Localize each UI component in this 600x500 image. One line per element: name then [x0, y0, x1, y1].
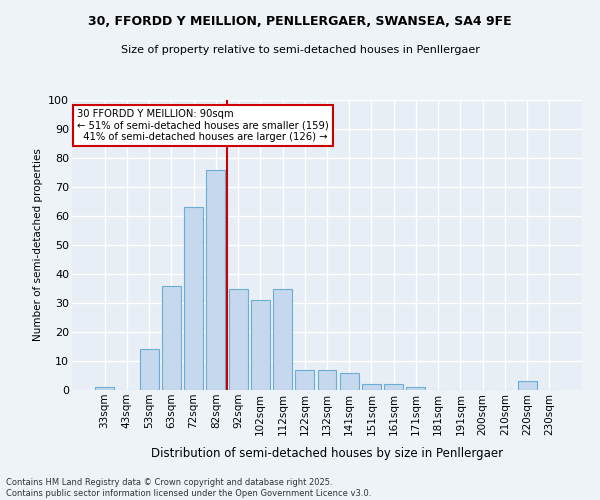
Text: Distribution of semi-detached houses by size in Penllergaer: Distribution of semi-detached houses by … [151, 448, 503, 460]
Bar [95, 387, 114, 390]
Y-axis label: Number of semi-detached properties: Number of semi-detached properties [32, 148, 43, 342]
Bar [340, 372, 359, 390]
Text: 30 FFORDD Y MEILLION: 90sqm
← 51% of semi-detached houses are smaller (159)
  41: 30 FFORDD Y MEILLION: 90sqm ← 51% of sem… [77, 108, 329, 142]
Bar [251, 300, 270, 390]
Bar [229, 288, 248, 390]
Bar [362, 384, 381, 390]
Bar [184, 208, 203, 390]
Bar [518, 382, 536, 390]
Bar [206, 170, 225, 390]
Bar [406, 387, 425, 390]
Bar [295, 370, 314, 390]
Text: Contains HM Land Registry data © Crown copyright and database right 2025.
Contai: Contains HM Land Registry data © Crown c… [6, 478, 371, 498]
Text: 30, FFORDD Y MEILLION, PENLLERGAER, SWANSEA, SA4 9FE: 30, FFORDD Y MEILLION, PENLLERGAER, SWAN… [88, 15, 512, 28]
Bar [317, 370, 337, 390]
Bar [384, 384, 403, 390]
Text: Size of property relative to semi-detached houses in Penllergaer: Size of property relative to semi-detach… [121, 45, 479, 55]
Bar [273, 288, 292, 390]
Bar [162, 286, 181, 390]
Bar [140, 350, 158, 390]
